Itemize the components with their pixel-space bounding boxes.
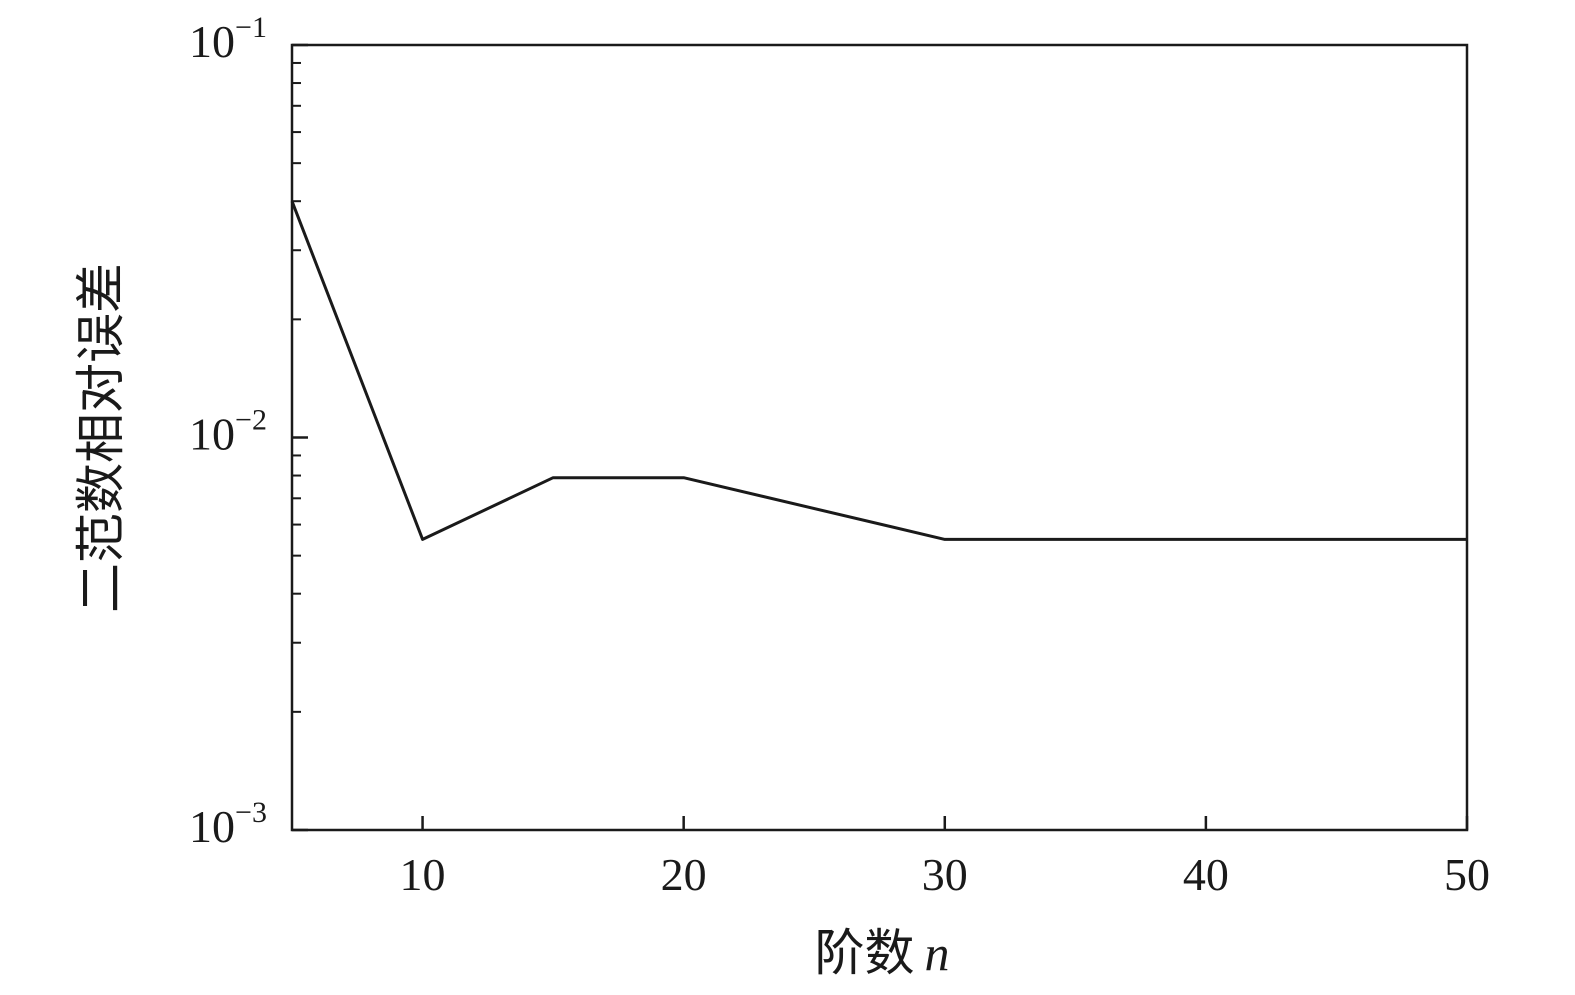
y-tick-label: 10−1 — [189, 11, 267, 67]
x-tick-label: 40 — [1183, 849, 1229, 900]
y-tick-label-exponent: −1 — [235, 11, 267, 44]
y-tick-label-base: 10 — [189, 409, 235, 460]
y-tick-label: 10−2 — [189, 404, 267, 460]
y-tick-label-base: 10 — [189, 16, 235, 67]
x-axis-title-var: n — [925, 925, 950, 981]
x-axis-title: 阶数 n — [815, 924, 950, 982]
y-axis-title: 二范数相对误差 — [72, 263, 130, 613]
y-tick-label: 10−3 — [189, 796, 267, 852]
x-tick-label: 20 — [661, 849, 707, 900]
y-tick-label-exponent: −2 — [235, 404, 267, 437]
y-tick-label-base: 10 — [189, 801, 235, 852]
x-tick-label: 10 — [400, 849, 446, 900]
x-axis-title-text: 阶数 — [815, 924, 915, 982]
plot-frame — [290, 43, 1469, 832]
x-tick-label: 30 — [922, 849, 968, 900]
y-tick-label-exponent: −3 — [235, 796, 267, 829]
x-tick-label: 50 — [1444, 849, 1490, 900]
series-line — [290, 200, 1467, 541]
